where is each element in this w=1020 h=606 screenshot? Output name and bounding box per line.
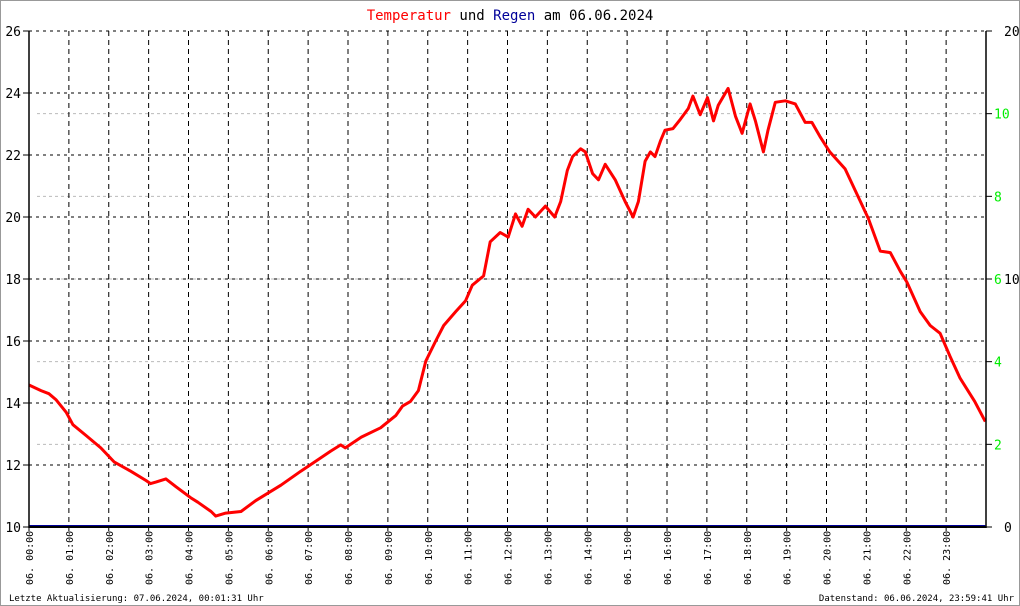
- x-tick-label: 06. 22:00: [902, 531, 913, 585]
- left-tick-label: 10: [5, 521, 21, 536]
- x-tick-label: 06. 07:00: [304, 531, 315, 585]
- title-temperature: Temperatur: [367, 8, 451, 24]
- x-tick-label: 06. 21:00: [862, 531, 873, 585]
- left-tick-label: 16: [5, 335, 21, 350]
- left-tick-label: 18: [5, 273, 21, 288]
- right-tick-label-green: 4: [994, 356, 1002, 371]
- x-tick-label: 06. 13:00: [543, 531, 554, 585]
- last-update-text: Letzte Aktualisierung: 07.06.2024, 00:01…: [9, 594, 264, 604]
- x-tick-label: 06. 11:00: [464, 531, 475, 585]
- left-tick-label: 12: [5, 459, 21, 474]
- x-tick-label: 06. 09:00: [384, 531, 395, 585]
- title-date: am 06.06.2024: [535, 8, 653, 24]
- x-tick-label: 06. 14:00: [583, 531, 594, 585]
- x-tick-label: 06. 03:00: [145, 531, 156, 585]
- x-tick-label: 06. 04:00: [185, 531, 196, 585]
- temperature-line: [28, 86, 987, 518]
- x-tick-label: 06. 15:00: [623, 531, 634, 585]
- data-status-text: Datenstand: 06.06.2024, 23:59:41 Uhr: [819, 594, 1015, 604]
- x-tick-label: 06. 02:00: [105, 531, 116, 585]
- chart-title: Temperatur und Regen am 06.06.2024: [367, 8, 654, 24]
- x-tick-label: 06. 20:00: [823, 531, 834, 585]
- x-tick-label: 06. 19:00: [783, 531, 794, 585]
- x-tick-label: 06. 18:00: [743, 531, 754, 585]
- x-tick-label: 06. 12:00: [504, 531, 515, 585]
- left-tick-label: 20: [5, 211, 21, 226]
- right-tick-label-black: 0: [1004, 521, 1012, 536]
- right-tick-label-green: 2: [994, 438, 1002, 453]
- title-rain: Regen: [493, 8, 535, 24]
- x-tick-label: 06. 10:00: [424, 531, 435, 585]
- left-tick-label: 22: [5, 149, 21, 164]
- x-tick-label: 06. 05:00: [224, 531, 235, 585]
- right-tick-label-black: 20: [1004, 25, 1019, 40]
- x-tick-label: 06. 01:00: [65, 531, 76, 585]
- right-tick-label-green: 10: [994, 108, 1010, 123]
- x-tick-label: 06. 08:00: [344, 531, 355, 585]
- x-tick-label: 06. 17:00: [703, 531, 714, 585]
- left-tick-label: 24: [5, 87, 21, 102]
- x-tick-label: 06. 00:00: [25, 531, 36, 585]
- x-tick-label: 06. 16:00: [663, 531, 674, 585]
- left-tick-label: 14: [5, 397, 21, 412]
- x-tick-label: 06. 23:00: [942, 531, 953, 585]
- title-and: und: [451, 8, 493, 24]
- x-tick-label: 06. 06:00: [264, 531, 275, 585]
- left-tick-label: 26: [5, 25, 21, 40]
- right-tick-label-green: 8: [994, 190, 1002, 205]
- right-tick-label-green: 6: [994, 273, 1002, 288]
- right-tick-label-black: 10: [1004, 273, 1019, 288]
